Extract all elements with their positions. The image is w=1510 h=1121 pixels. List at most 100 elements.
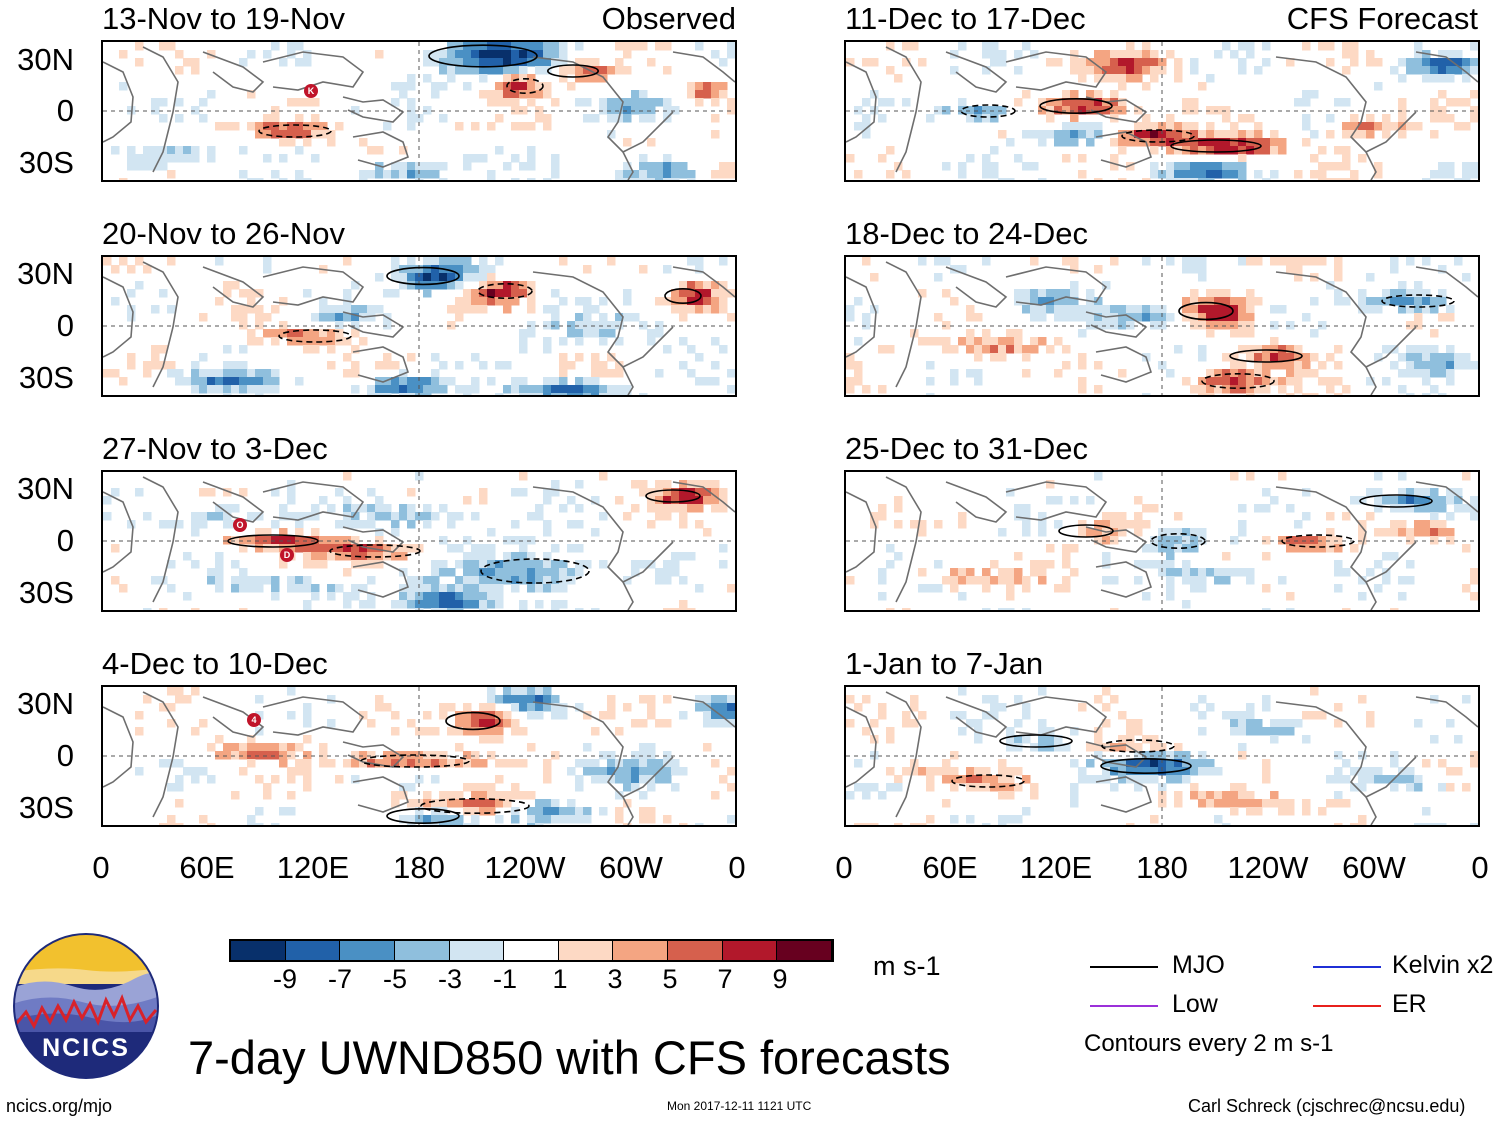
mjo-contour — [1150, 532, 1206, 549]
mjo-contour — [1381, 294, 1455, 308]
lon-label-60w: 60W — [599, 850, 663, 885]
lon-label-120w: 120W — [1227, 850, 1309, 885]
colorbar-label: -9 — [272, 964, 297, 994]
colorbar-swatch — [777, 941, 833, 960]
coastline — [1415, 266, 1478, 298]
coastline — [342, 311, 405, 338]
mjo-contour — [428, 44, 538, 68]
coastline — [352, 561, 409, 598]
lat-label-30s: 30S — [18, 360, 74, 395]
colorbar-swatch — [722, 941, 778, 960]
coastline — [1365, 581, 1377, 610]
panel-title-fcst-1: 11-Dec to 17-Dec — [845, 1, 1086, 36]
footer-timestamp: Mon 2017-12-11 1121 UTC — [667, 1099, 812, 1113]
coastline — [885, 46, 922, 173]
coastline — [262, 481, 365, 521]
mjo-contour — [329, 544, 421, 558]
coastline — [262, 51, 365, 91]
mjo-contour — [477, 282, 533, 299]
coastline — [1365, 796, 1377, 825]
colorbar-swatch — [231, 941, 286, 960]
logo-text: NCICS — [42, 1034, 130, 1062]
coastline — [202, 51, 265, 93]
lon-label-60w: 60W — [1342, 850, 1406, 885]
storm-marker-o: O — [233, 518, 247, 532]
mjo-contour — [1178, 301, 1234, 321]
lat-label-30n: 30N — [17, 471, 74, 506]
coastline — [945, 266, 1008, 308]
mjo-contour — [1121, 129, 1195, 143]
storm-marker-4: 4 — [247, 713, 261, 727]
colorbar-label: 1 — [552, 964, 568, 994]
coastline — [1415, 481, 1478, 513]
anomaly-field — [846, 687, 1478, 825]
anomaly-field — [103, 257, 735, 395]
anomaly-field — [846, 257, 1478, 395]
coastline — [352, 776, 409, 813]
coastline — [1415, 51, 1478, 83]
mjo-contour — [999, 734, 1073, 748]
coastline — [202, 481, 265, 523]
mjo-contour — [386, 266, 460, 286]
coastline — [532, 271, 674, 368]
ncics-logo-graphic — [13, 933, 159, 1079]
colorbar-swatch — [285, 941, 341, 960]
lon-label-0: 0 — [835, 850, 853, 885]
colorbar-swatch — [504, 941, 559, 960]
lat-label-30s: 30S — [18, 790, 74, 825]
coastline — [103, 706, 134, 788]
coastline — [622, 151, 634, 180]
coastline — [1005, 481, 1108, 521]
colorbar-label: -1 — [492, 964, 517, 994]
map-panel-obs-1 — [101, 40, 737, 182]
legend-label-er: ER — [1392, 990, 1427, 1018]
mjo-contour — [480, 558, 590, 584]
main-title: 7-day UWND850 with CFS forecasts — [188, 1031, 951, 1084]
coastline — [103, 61, 134, 143]
colorbar-swatch — [558, 941, 614, 960]
map-panel-obs-3 — [101, 470, 737, 612]
footer-url[interactable]: ncics.org/mjo — [6, 1096, 113, 1116]
footer-author: Carl Schreck (cjschrec@ncsu.edu) — [1188, 1096, 1466, 1116]
coastline — [672, 51, 735, 83]
coastline — [672, 266, 735, 298]
coastline — [622, 581, 634, 610]
mjo-contour — [1170, 139, 1262, 153]
coastline — [622, 796, 634, 825]
coastline — [1275, 56, 1417, 153]
coastline — [846, 491, 877, 573]
contour-note: Contours every 2 m s-1 — [1084, 1030, 1334, 1057]
coastline — [342, 741, 405, 768]
coastline — [672, 481, 735, 513]
coastline — [846, 61, 877, 143]
lon-label-360: 0 — [1471, 850, 1489, 885]
coastline — [1275, 271, 1417, 368]
coastline — [352, 131, 409, 168]
mjo-contour — [1039, 97, 1113, 114]
lon-label-360: 0 — [728, 850, 746, 885]
legend-line-kelvin — [1313, 966, 1381, 968]
coastline — [103, 491, 134, 573]
panel-title-obs-3: 27-Nov to 3-Dec — [102, 431, 328, 466]
coastline — [342, 526, 405, 553]
lat-label-eq: 0 — [56, 738, 74, 773]
coastline — [532, 56, 674, 153]
mjo-contour — [645, 489, 701, 503]
lat-label-eq: 0 — [56, 93, 74, 128]
mjo-contour — [1100, 758, 1192, 775]
colorbar-label: 3 — [607, 964, 623, 994]
lon-label-120w: 120W — [484, 850, 566, 885]
coastline — [885, 476, 922, 603]
storm-marker-k: K — [304, 84, 318, 98]
coastline — [945, 51, 1008, 93]
coastline — [1095, 776, 1152, 813]
colorbar-swatch — [668, 941, 723, 960]
coastline — [142, 46, 179, 173]
coastline — [1365, 151, 1377, 180]
lat-label-30n: 30N — [17, 686, 74, 721]
coastline — [945, 481, 1008, 523]
anomaly-field — [103, 472, 735, 610]
coastline — [1415, 696, 1478, 728]
coastline — [1005, 51, 1108, 91]
mjo-contour — [506, 77, 544, 94]
